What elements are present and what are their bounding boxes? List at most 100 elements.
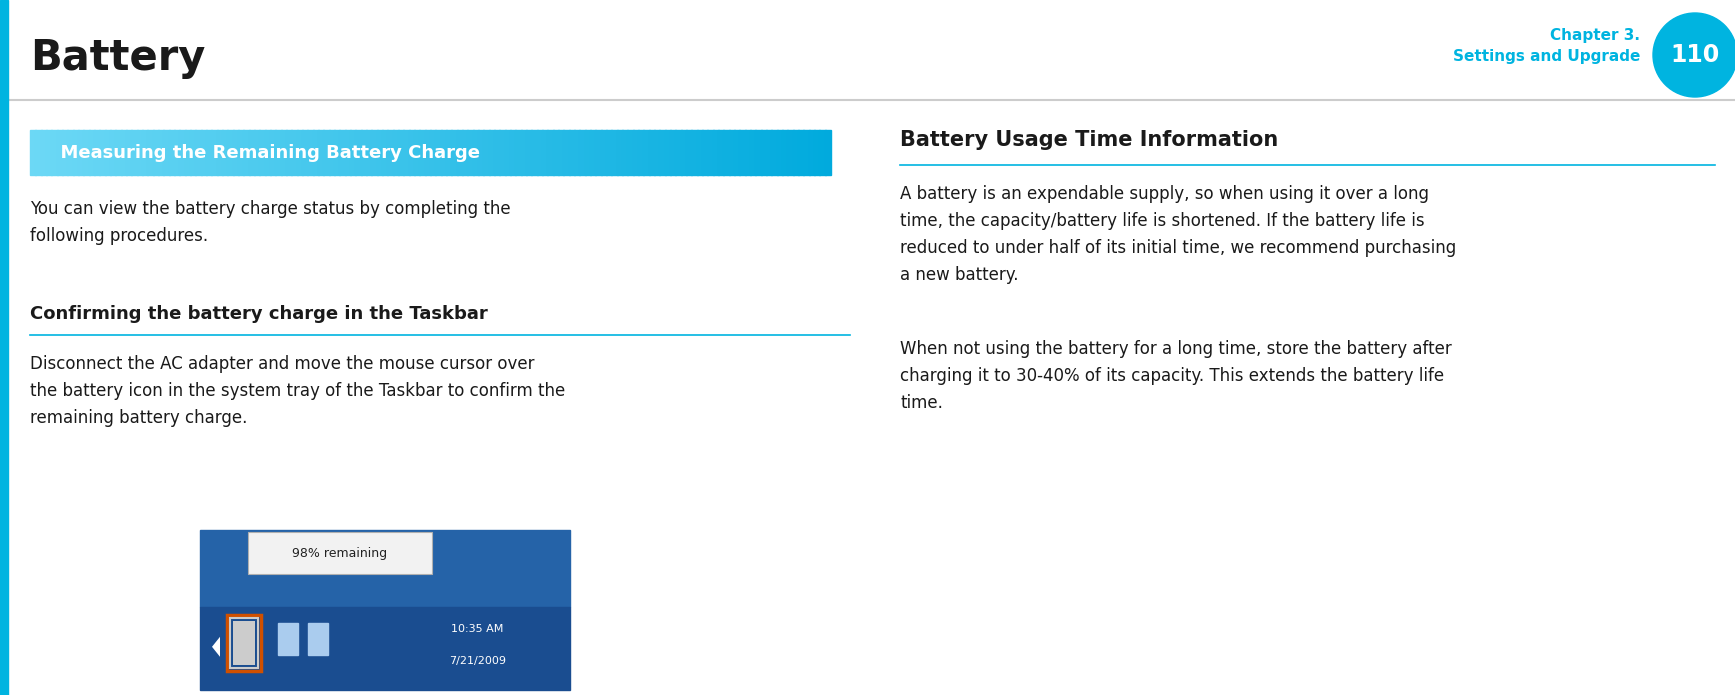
Bar: [409, 130, 415, 175]
Bar: [595, 130, 602, 175]
Bar: [819, 130, 826, 175]
Bar: [217, 130, 224, 175]
Bar: [420, 130, 425, 175]
Bar: [200, 530, 571, 607]
Bar: [788, 130, 793, 175]
Bar: [94, 130, 101, 175]
Bar: [350, 130, 356, 175]
Bar: [462, 130, 468, 175]
Bar: [772, 130, 777, 175]
Bar: [579, 130, 586, 175]
Bar: [397, 130, 404, 175]
Bar: [553, 130, 559, 175]
Text: 110: 110: [1671, 43, 1719, 67]
Bar: [99, 130, 106, 175]
Bar: [356, 130, 361, 175]
Text: Battery Usage Time Information: Battery Usage Time Information: [900, 130, 1279, 150]
Bar: [446, 130, 453, 175]
Bar: [691, 130, 697, 175]
Bar: [115, 130, 121, 175]
Bar: [35, 130, 42, 175]
Bar: [222, 130, 229, 175]
Bar: [415, 130, 420, 175]
Bar: [265, 130, 271, 175]
Bar: [484, 130, 489, 175]
Bar: [104, 130, 111, 175]
Bar: [253, 130, 260, 175]
Bar: [206, 130, 212, 175]
Bar: [824, 130, 831, 175]
Bar: [430, 130, 435, 175]
Bar: [510, 130, 517, 175]
Bar: [531, 130, 538, 175]
Bar: [697, 130, 703, 175]
Bar: [425, 130, 430, 175]
Text: Battery: Battery: [29, 37, 205, 79]
Bar: [750, 130, 756, 175]
Bar: [809, 130, 815, 175]
Bar: [814, 130, 821, 175]
Bar: [451, 130, 458, 175]
Bar: [142, 130, 147, 175]
Bar: [628, 130, 633, 175]
Bar: [196, 130, 201, 175]
Bar: [47, 130, 52, 175]
Bar: [158, 130, 165, 175]
Bar: [713, 130, 718, 175]
Bar: [616, 130, 623, 175]
Text: You can view the battery charge status by completing the
following procedures.: You can view the battery charge status b…: [29, 200, 510, 245]
Bar: [479, 130, 484, 175]
Bar: [569, 130, 574, 175]
Bar: [29, 130, 36, 175]
Bar: [803, 130, 810, 175]
Bar: [708, 130, 713, 175]
Text: Disconnect the AC adapter and move the mouse cursor over
the battery icon in the: Disconnect the AC adapter and move the m…: [29, 355, 566, 427]
Bar: [259, 130, 265, 175]
Bar: [153, 130, 160, 175]
Bar: [191, 130, 196, 175]
Bar: [744, 130, 751, 175]
Text: 10:35 AM: 10:35 AM: [451, 624, 503, 635]
Bar: [703, 130, 708, 175]
Bar: [318, 130, 324, 175]
Bar: [302, 130, 309, 175]
Bar: [729, 130, 736, 175]
Text: Measuring the Remaining Battery Charge: Measuring the Remaining Battery Charge: [49, 143, 481, 161]
Bar: [121, 130, 127, 175]
Bar: [654, 130, 661, 175]
Circle shape: [1653, 13, 1735, 97]
Bar: [62, 130, 68, 175]
Bar: [307, 130, 314, 175]
Bar: [670, 130, 677, 175]
Bar: [212, 130, 217, 175]
Bar: [467, 130, 474, 175]
Bar: [793, 130, 800, 175]
Bar: [494, 130, 500, 175]
Bar: [500, 130, 505, 175]
Bar: [606, 130, 612, 175]
Bar: [574, 130, 579, 175]
Bar: [109, 130, 116, 175]
Text: A battery is an expendable supply, so when using it over a long
time, the capaci: A battery is an expendable supply, so wh…: [900, 185, 1456, 284]
Bar: [361, 130, 368, 175]
Bar: [456, 130, 463, 175]
Bar: [271, 130, 276, 175]
Bar: [243, 130, 250, 175]
Bar: [78, 130, 85, 175]
Bar: [798, 130, 805, 175]
Bar: [335, 130, 340, 175]
Bar: [201, 130, 206, 175]
Bar: [760, 130, 767, 175]
Bar: [505, 130, 512, 175]
Bar: [541, 130, 548, 175]
Bar: [371, 130, 378, 175]
Bar: [777, 130, 782, 175]
Bar: [200, 607, 571, 690]
Bar: [644, 130, 649, 175]
Bar: [435, 130, 442, 175]
Bar: [403, 130, 409, 175]
Bar: [526, 130, 533, 175]
Bar: [174, 130, 180, 175]
Bar: [739, 130, 746, 175]
Bar: [168, 130, 175, 175]
